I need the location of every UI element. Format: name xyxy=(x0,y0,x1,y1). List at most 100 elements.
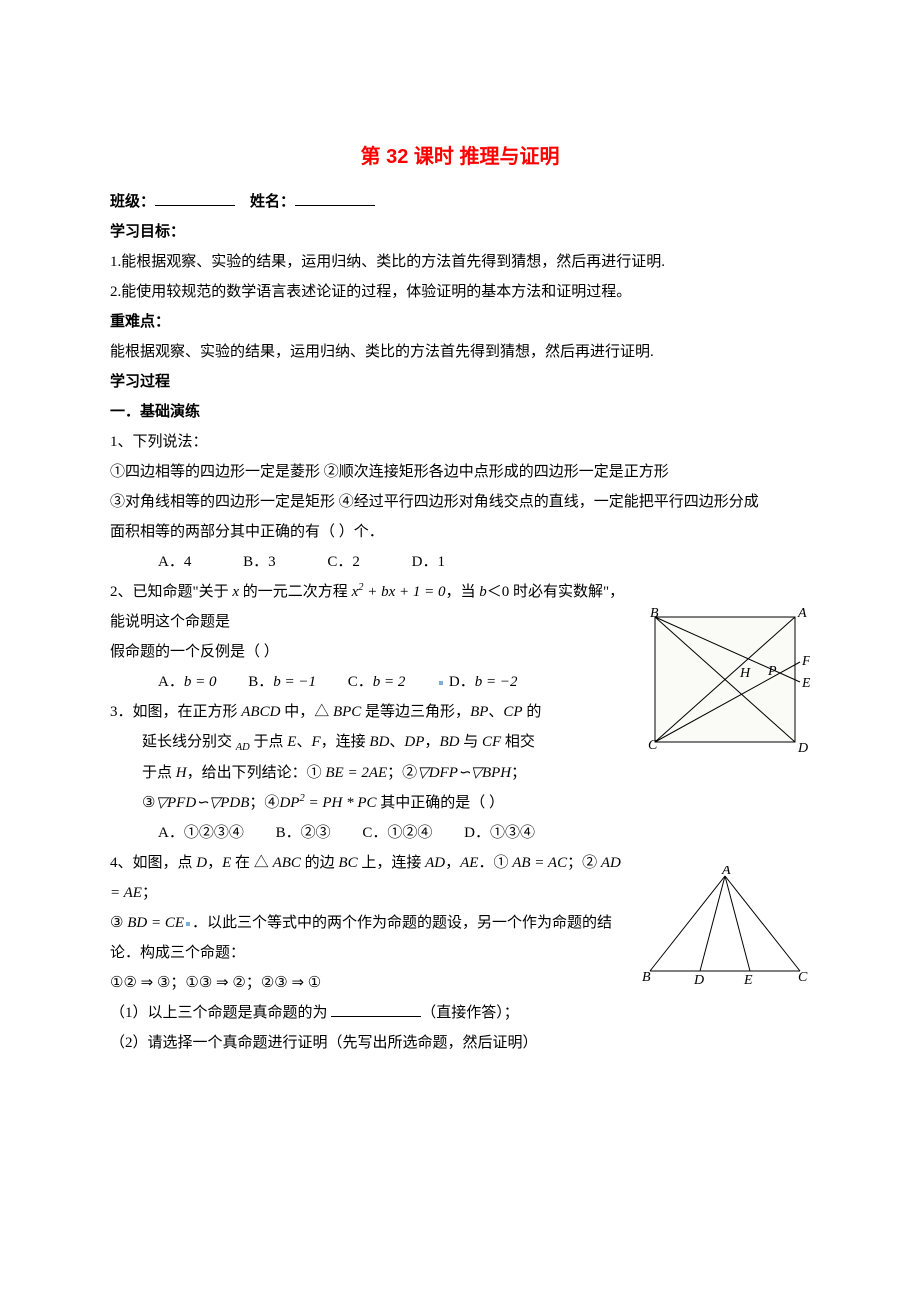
q4-l1-mid5: ；② xyxy=(567,855,601,871)
q3-abcd: ABCD xyxy=(241,704,280,720)
q1-opt-d[interactable]: D．1 xyxy=(412,547,445,577)
q1-options: A．4 B．3 C．2 D．1 xyxy=(110,547,810,577)
q2-c-eq: b = 2 xyxy=(373,674,406,690)
svg-text:F: F xyxy=(801,654,810,669)
q3-l1-mid2: 是等边三角形， xyxy=(361,704,470,720)
class-label: 班级： xyxy=(110,193,155,210)
header-line: 班级： 姓名： xyxy=(110,187,810,217)
q4-part1: （1）以上三个命题是真命题的为 （直接作答）； xyxy=(110,998,810,1028)
q2-c-pre: C． xyxy=(348,674,373,690)
q3-l1-end: 的 xyxy=(523,704,542,720)
q3-l3-mid1: ，给出下列结论：① xyxy=(187,765,326,781)
q4-p1-post: （直接作答）； xyxy=(421,1005,519,1021)
q4-e: E xyxy=(222,855,231,871)
q3-c4: DP2 = PH * PC xyxy=(279,795,376,811)
svg-text:H: H xyxy=(739,666,751,681)
q3-opt-d[interactable]: D．①③④ xyxy=(464,818,535,848)
q3-line3: 于点 H，给出下列结论：① BE = 2AE；②▽DFP∽▽BPH； xyxy=(110,758,810,788)
q2-b-pre: B． xyxy=(248,674,273,690)
class-blank[interactable] xyxy=(155,190,235,206)
svg-text:A: A xyxy=(721,866,731,878)
q4-bc: BC xyxy=(338,855,357,871)
q4-d: D xyxy=(196,855,207,871)
q3-bd: BD xyxy=(369,734,389,750)
q1-s1: ①四边相等的四边形一定是菱形 ②顺次连接矩形各边中点形成的四边形一定是正方形 xyxy=(110,457,810,487)
svg-text:C: C xyxy=(798,970,808,985)
q3-l2-mid2: ，连接 xyxy=(321,734,370,750)
q3-f: F xyxy=(311,734,320,750)
svg-text:C: C xyxy=(648,738,658,753)
q3-bd2: BD xyxy=(439,734,459,750)
q3-c3-post: ；④ xyxy=(249,795,279,811)
q3-cp: CP xyxy=(503,704,522,720)
q3-bp: BP xyxy=(470,704,488,720)
q2-a-eq: b = 0 xyxy=(184,674,217,690)
q4-p1-blank[interactable] xyxy=(331,1001,421,1017)
q2-pre: 2、已知命题"关于 xyxy=(110,584,232,600)
q3-sep2: 、 xyxy=(296,734,311,750)
q2-opt-b[interactable]: B．b = −1 xyxy=(248,667,316,697)
q3-l1-pre: 3．如图，在正方形 xyxy=(110,704,241,720)
process-heading: 学习过程 xyxy=(110,367,810,397)
q2-opt-a[interactable]: A．b = 0 xyxy=(158,667,216,697)
difficulty-body: 能根据观察、实验的结果，运用归纳、类比的方法首先得到猜想，然后再进行证明. xyxy=(110,337,810,367)
q1-opt-c[interactable]: C．2 xyxy=(327,547,360,577)
q4-part2: （2）请选择一个真命题进行证明（先写出所选命题，然后证明） xyxy=(110,1028,810,1058)
q3-options: A．①②③④ B．②③ C．①②④ D．①③④ xyxy=(110,818,810,848)
goal-heading: 学习目标： xyxy=(110,217,810,247)
q4-c1: AB = AC xyxy=(512,855,567,871)
q3-l2-pre: 延长线分别交 xyxy=(142,734,236,750)
q2-opt-c[interactable]: C．b = 2 xyxy=(348,667,406,697)
q3-c1: BE = 2AE xyxy=(325,765,387,781)
basic-heading: 一．基础演练 xyxy=(110,397,810,427)
svg-text:P: P xyxy=(767,664,777,679)
q1-opt-a[interactable]: A．4 xyxy=(158,547,191,577)
svg-text:E: E xyxy=(743,973,753,986)
q1-s2: ③对角线相等的四边形一定是矩形 ④经过平行四边形对角线交点的直线，一定能把平行四… xyxy=(110,487,810,517)
svg-text:B: B xyxy=(642,970,651,985)
q3-opt-b[interactable]: B．②③ xyxy=(276,818,331,848)
q2-a-pre: A． xyxy=(158,674,184,690)
q3-line4: ③▽PFD∽▽PDB；④DP2 = PH * PC 其中正确的是（ ） xyxy=(110,788,810,818)
q3-h: H xyxy=(176,765,187,781)
q4-abc: ABC xyxy=(273,855,301,871)
q4-semi1: ； xyxy=(142,885,157,901)
q3-ad: AD xyxy=(236,742,250,753)
q2-d-pre: D． xyxy=(449,674,475,690)
q4-l1-mid4: ．① xyxy=(478,855,512,871)
q3-l2-mid3: ， xyxy=(424,734,439,750)
difficulty-heading: 重难点： xyxy=(110,307,810,337)
q4-p1-pre: （1）以上三个命题是真命题的为 xyxy=(110,1005,331,1021)
q3-opt-a[interactable]: A．①②③④ xyxy=(158,818,244,848)
q2-opt-d[interactable]: D．b = −2 xyxy=(449,667,518,697)
q3-c3-pre: ③ xyxy=(142,795,155,811)
q3-l3-mid2: ；② xyxy=(387,765,417,781)
dot-icon-2 xyxy=(186,922,190,926)
svg-text:A: A xyxy=(797,607,807,621)
svg-text:D: D xyxy=(797,741,808,756)
q1-opt-b[interactable]: B．3 xyxy=(243,547,276,577)
q4-l1-mid3: 上，连接 xyxy=(358,855,426,871)
q3-l3-pre: 于点 xyxy=(142,765,176,781)
page: 第 32 课时 推理与证明 班级： 姓名： 学习目标： 1.能根据观察、实验的结… xyxy=(0,0,920,1302)
q3-c3: ▽PFD∽▽PDB xyxy=(155,795,249,811)
q3-sep1: 、 xyxy=(488,704,503,720)
q4-ae: AE xyxy=(460,855,478,871)
q3-l2-end: 相交 xyxy=(501,734,535,750)
q1-stem: 1、下列说法： xyxy=(110,427,810,457)
q2-mid2: ，当 xyxy=(446,584,480,600)
q3-semi1: ； xyxy=(511,765,526,781)
q4-l1-mid2: 的边 xyxy=(301,855,339,871)
name-label: 姓名： xyxy=(250,193,295,210)
q4-l1-pre: 4、如图，点 xyxy=(110,855,196,871)
q3-opt-c[interactable]: C．①②④ xyxy=(362,818,432,848)
svg-text:B: B xyxy=(650,607,659,621)
q1-s3: 面积相等的两部分其中正确的有（ ）个． xyxy=(110,517,810,547)
q4-figure: A B C D E xyxy=(640,866,810,986)
q3-cf: CF xyxy=(482,734,501,750)
q3-figure: B A C D F E H P xyxy=(640,607,810,757)
name-blank[interactable] xyxy=(295,190,375,206)
q4-ad: AD xyxy=(425,855,445,871)
q3-l4-end: 其中正确的是（ ） xyxy=(376,795,504,811)
q2-b-eq: b = −1 xyxy=(273,674,316,690)
